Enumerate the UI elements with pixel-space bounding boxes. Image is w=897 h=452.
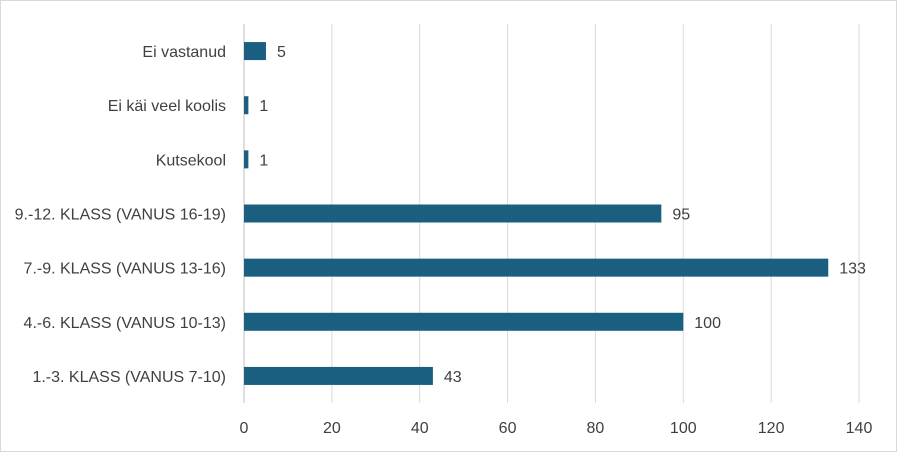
bar — [244, 366, 433, 385]
bar — [244, 258, 829, 277]
bar — [244, 312, 684, 331]
data-label: 95 — [672, 207, 690, 224]
bar — [244, 96, 249, 115]
data-label: 5 — [277, 44, 286, 61]
x-tick-label: 140 — [846, 420, 873, 437]
category-label: 4.-6. KLASS (VANUS 10-13) — [24, 315, 226, 332]
x-tick-label: 120 — [758, 420, 785, 437]
x-tick-label: 60 — [499, 420, 517, 437]
x-tick-label: 0 — [240, 420, 249, 437]
data-label: 100 — [694, 315, 721, 332]
category-label: 1.-3. KLASS (VANUS 7-10) — [32, 369, 226, 386]
category-label: Kutsekool — [156, 152, 226, 169]
data-label: 43 — [444, 369, 462, 386]
x-tick-label: 80 — [587, 420, 605, 437]
bar — [244, 42, 266, 61]
category-label: 9.-12. KLASS (VANUS 16-19) — [15, 207, 226, 224]
bar — [244, 150, 249, 169]
data-label: 1 — [259, 98, 268, 115]
bar — [244, 204, 662, 223]
category-label: 7.-9. KLASS (VANUS 13-16) — [24, 261, 226, 278]
category-label: Ei vastanud — [142, 44, 226, 61]
data-label: 133 — [839, 261, 866, 278]
category-label: Ei käi veel koolis — [108, 98, 226, 115]
x-tick-label: 40 — [411, 420, 429, 437]
data-label: 1 — [259, 152, 268, 169]
x-tick-label: 20 — [323, 420, 341, 437]
x-tick-label: 100 — [670, 420, 697, 437]
